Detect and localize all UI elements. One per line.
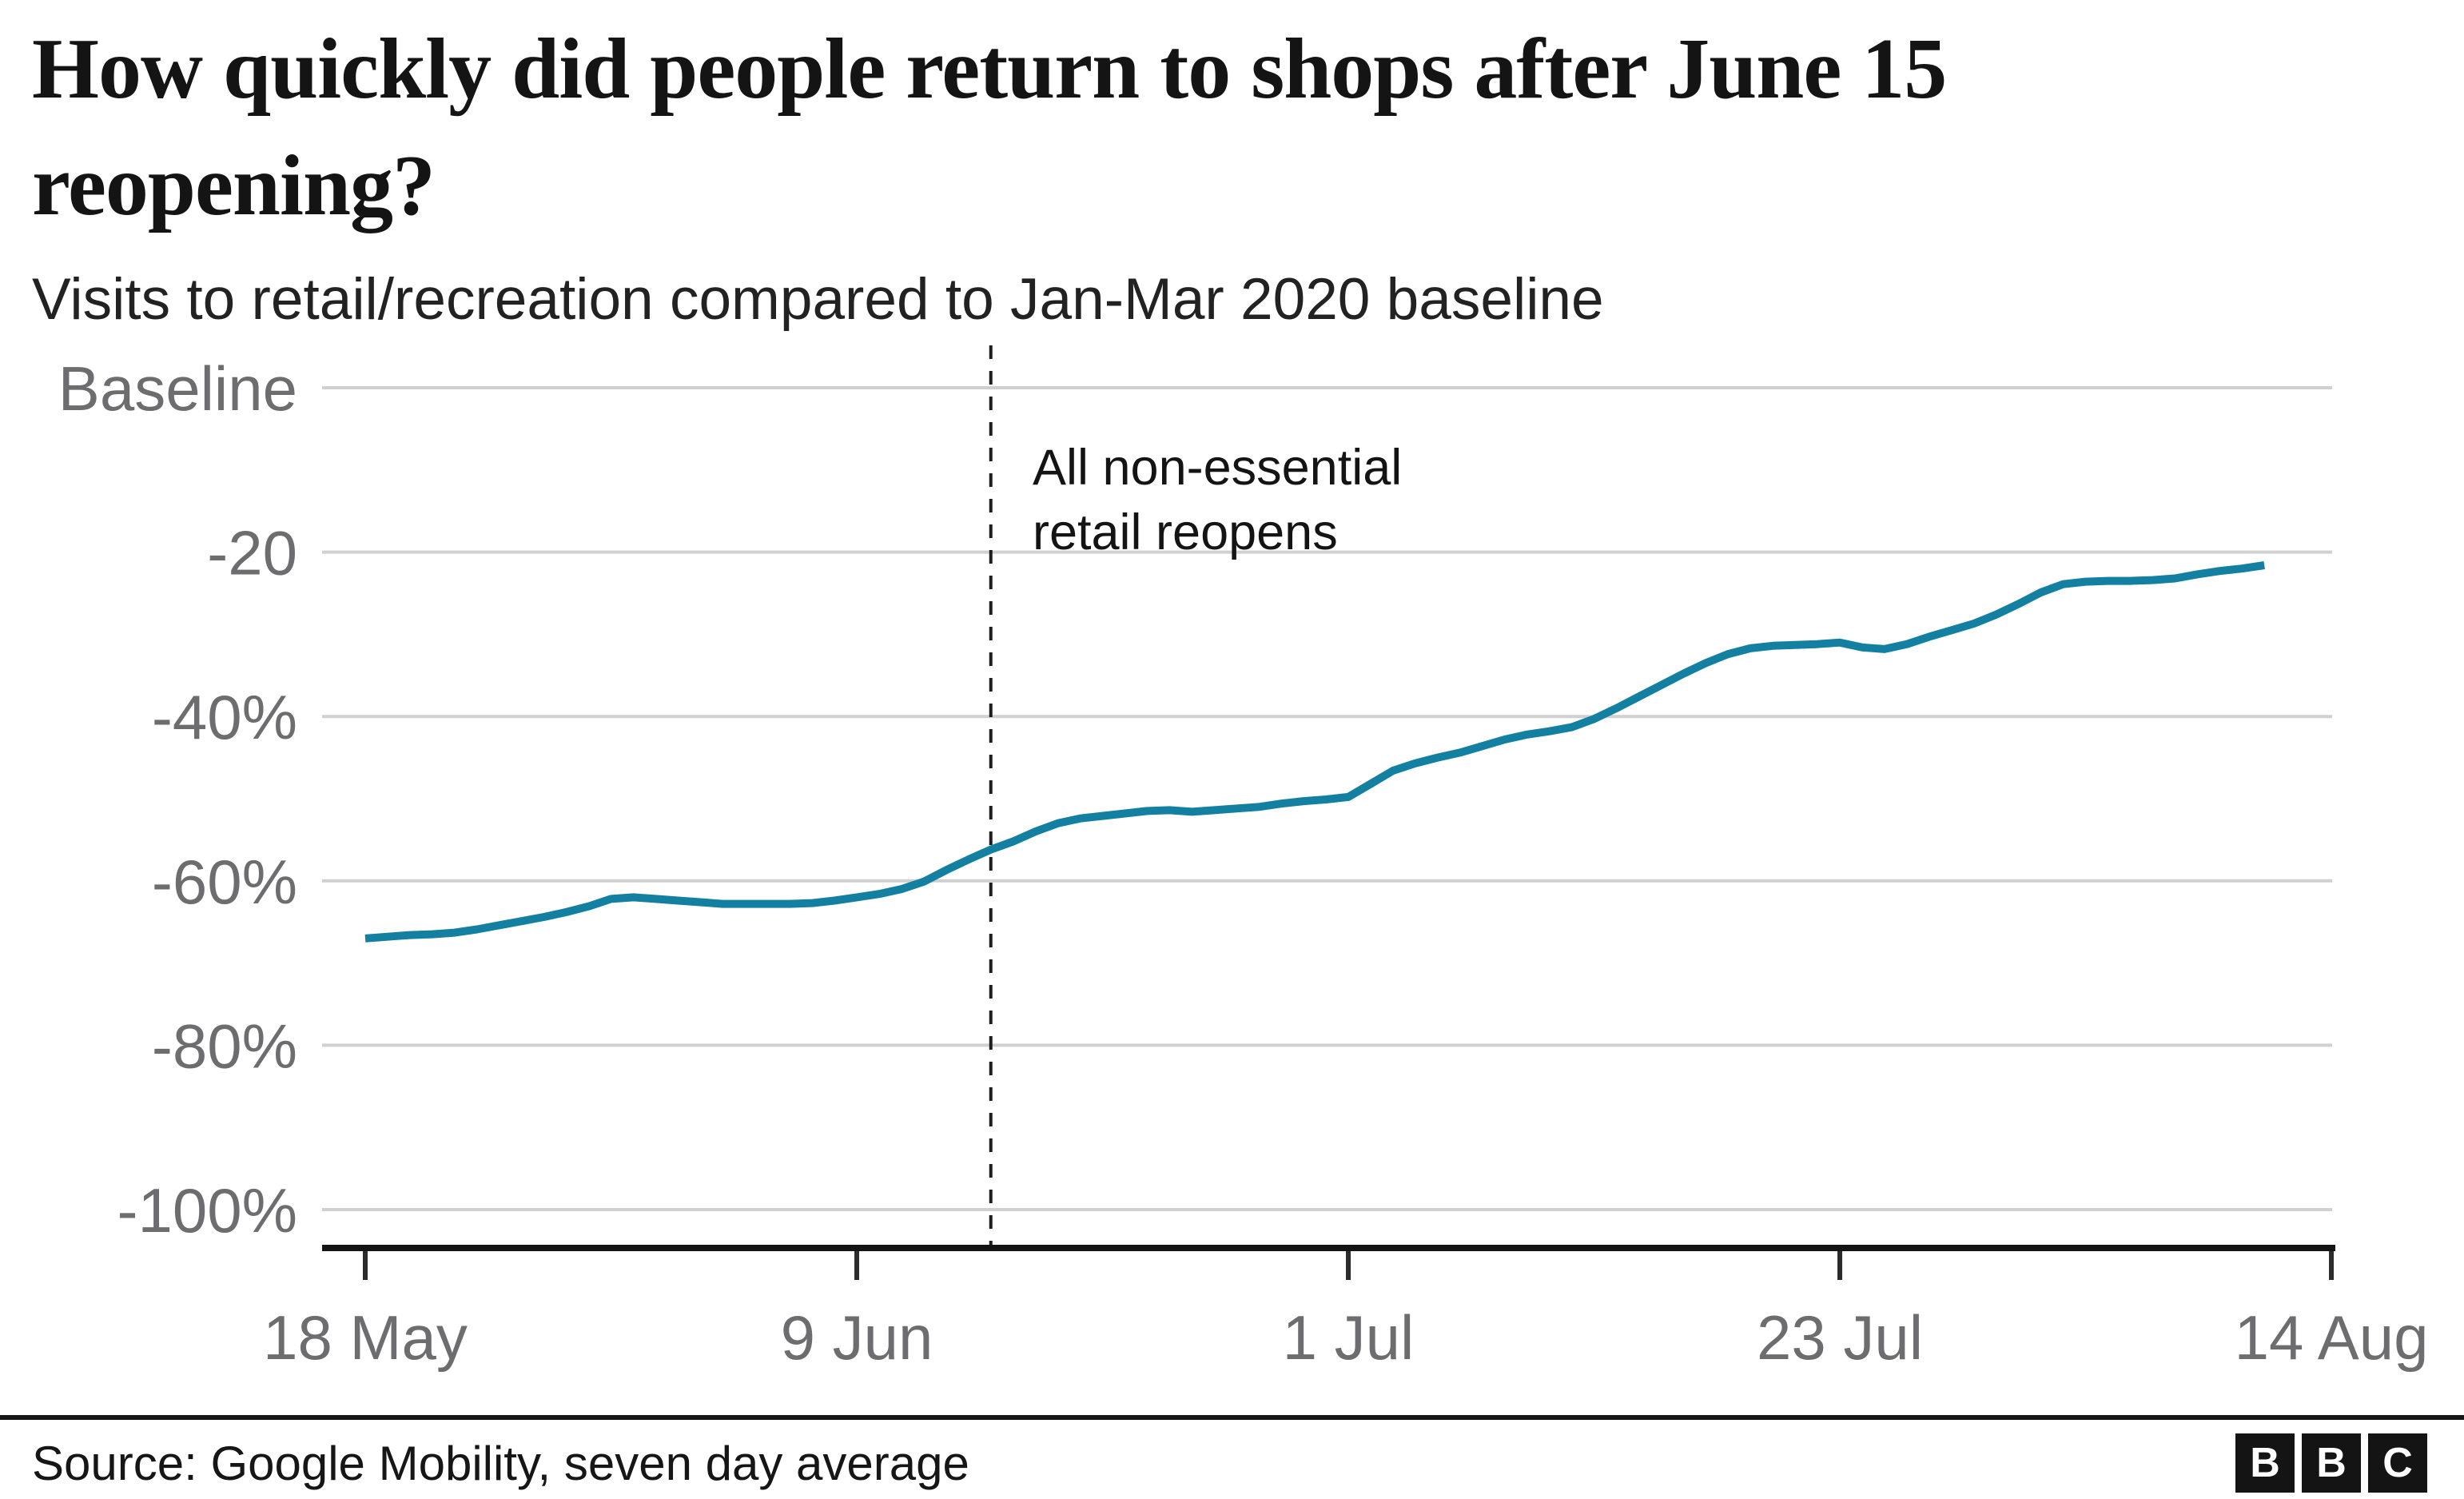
- annotation-line-1: All non-essential: [1033, 440, 1403, 496]
- y-axis-tick-label: -80%: [152, 1011, 297, 1081]
- bbc-logo-letter: C: [2382, 1440, 2413, 1486]
- annotation-line-2: retail reopens: [1033, 504, 1338, 560]
- x-axis-tick-label: 18 May: [263, 1302, 468, 1373]
- bbc-logo-block-1: B: [2235, 1433, 2295, 1493]
- x-axis-tick-label: 9 Jun: [781, 1302, 933, 1373]
- bbc-logo-block-2: B: [2302, 1433, 2361, 1493]
- bbc-logo-letter: B: [2250, 1440, 2280, 1486]
- x-axis-tick-label: 14 Aug: [2235, 1302, 2429, 1373]
- bbc-logo-block-3: C: [2368, 1433, 2427, 1493]
- chart-subtitle: Visits to retail/recreation compared to …: [32, 267, 1604, 332]
- plot-svg: Baseline -20 -40% -60% -80% -100% 18 May 9 Jun 1…: [58, 345, 2429, 1373]
- source-caption: Source: Google Mobility, seven day avera…: [32, 1437, 969, 1490]
- mobility-trend-line: [364, 561, 2265, 943]
- footer-divider: [0, 1415, 2464, 1420]
- chart-title: How quickly did people return to shops a…: [32, 22, 1947, 233]
- y-axis-tick-label: -40%: [152, 682, 297, 752]
- bbc-logo-letter: B: [2316, 1440, 2347, 1486]
- x-axis-tick-label: 1 Jul: [1283, 1302, 1415, 1373]
- x-axis-tick-label: 23 Jul: [1757, 1302, 1923, 1373]
- y-axis-tick-label: -100%: [117, 1175, 297, 1246]
- reopening-annotation: All non-essential retail reopens: [1033, 436, 1402, 565]
- y-axis-tick-label: -60%: [152, 847, 297, 917]
- y-axis-tick-label: Baseline: [58, 353, 297, 424]
- bbc-logo: B B C: [2235, 1433, 2427, 1493]
- y-axis-tick-label: -20: [207, 518, 297, 588]
